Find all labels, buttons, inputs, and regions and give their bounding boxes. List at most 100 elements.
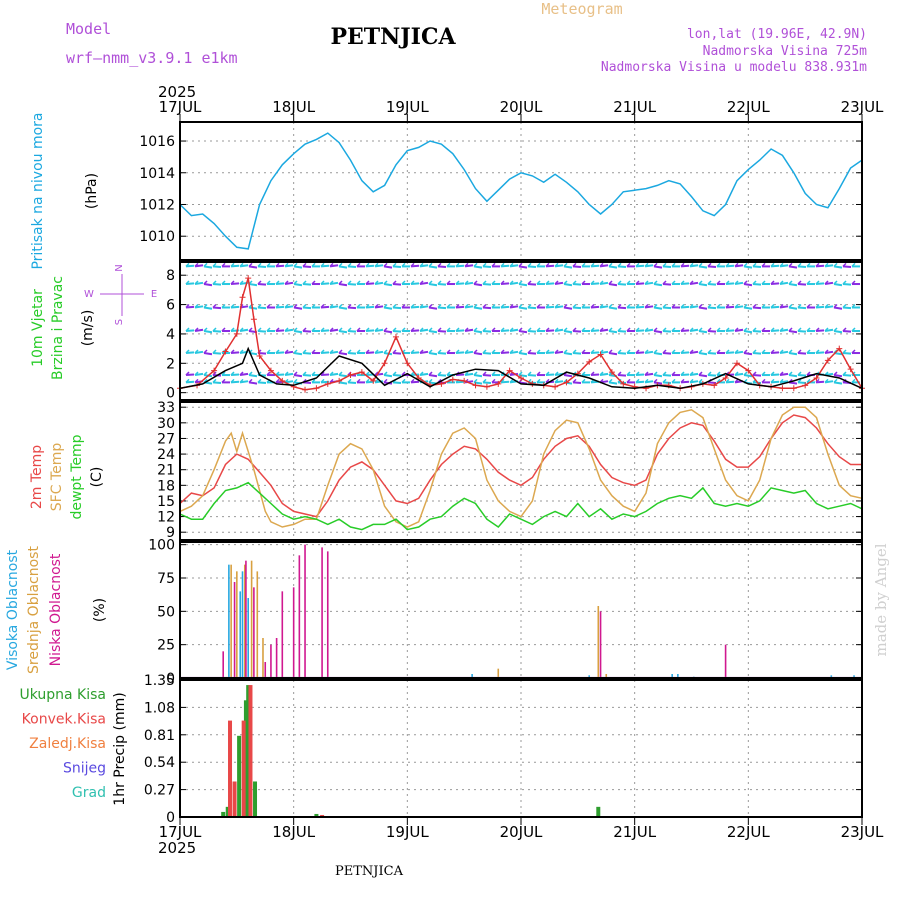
wind-arrow-head bbox=[698, 327, 703, 332]
wind-arrow bbox=[680, 373, 690, 377]
wind-arrow bbox=[608, 352, 618, 356]
wind-arrow bbox=[527, 374, 537, 377]
wind-arrow-head bbox=[374, 262, 379, 267]
wind-arrow bbox=[689, 281, 699, 286]
wind-arrow-head bbox=[527, 327, 532, 332]
wind-arrow-head bbox=[194, 262, 199, 267]
wind-speed-marker bbox=[313, 385, 320, 392]
wind-arrow bbox=[320, 282, 330, 286]
x-tick-label-top: 19JUL bbox=[386, 98, 429, 116]
wind-arrow bbox=[680, 329, 690, 332]
wind-arrow-head bbox=[581, 262, 586, 267]
wind-arrow-head bbox=[761, 378, 766, 383]
wind-arrow-head bbox=[446, 280, 451, 285]
wind-arrow-head bbox=[824, 371, 829, 376]
y-tick-label: 1012 bbox=[139, 197, 175, 213]
wind-arrow-head bbox=[500, 378, 505, 383]
wind-arrow-head bbox=[689, 303, 694, 309]
wind-arrow bbox=[347, 381, 357, 384]
precip-bar-precip_total bbox=[225, 806, 230, 817]
wind-arrow bbox=[347, 306, 357, 310]
wind-arrow-head bbox=[770, 349, 775, 354]
wind-arrow-head bbox=[491, 327, 496, 332]
wind-arrow-head bbox=[572, 378, 577, 383]
wind-arrow bbox=[680, 380, 690, 384]
wind-arrow bbox=[599, 328, 609, 332]
wind-arrow bbox=[203, 306, 213, 310]
wind-arrow bbox=[194, 281, 204, 286]
wind-arrow-head bbox=[788, 303, 793, 309]
wind-arrow bbox=[248, 381, 258, 385]
y-tick-label: 1.08 bbox=[144, 700, 175, 716]
wind-arrow bbox=[689, 350, 699, 355]
y-tick-label: 75 bbox=[157, 571, 175, 587]
wind-arrow bbox=[797, 330, 807, 333]
wind-arrow-head bbox=[770, 262, 775, 267]
wind-arrow-head bbox=[725, 280, 730, 285]
wind-arrow-head bbox=[482, 280, 487, 285]
wind-arrow bbox=[365, 380, 375, 384]
wind-speed-marker bbox=[358, 369, 365, 376]
wind-arrow-head bbox=[608, 262, 613, 267]
wind-arrow-head bbox=[347, 262, 352, 267]
wind-arrow-head bbox=[689, 327, 694, 332]
wind-arrow bbox=[437, 330, 447, 333]
wind-arrow-head bbox=[797, 262, 802, 267]
wind-arrow bbox=[635, 329, 645, 332]
wind-arrow-head bbox=[509, 262, 514, 267]
wind-arrow-head bbox=[410, 378, 415, 383]
compass-w: W bbox=[84, 289, 94, 300]
wind-arrow-head bbox=[527, 349, 532, 354]
wind-arrow bbox=[590, 282, 600, 286]
wind-arrow bbox=[608, 283, 618, 287]
wind-arrow bbox=[338, 330, 348, 334]
credit-label: made by Angel bbox=[872, 543, 890, 656]
wind-arrow bbox=[662, 330, 672, 333]
wind-arrow bbox=[545, 282, 555, 286]
wind-arrow bbox=[698, 374, 708, 378]
wind-arrow-head bbox=[527, 262, 532, 267]
wind-arrow bbox=[842, 352, 852, 355]
wind-arrow-head bbox=[536, 378, 541, 383]
y-tick-label: 25 bbox=[157, 638, 175, 654]
wind-arrow bbox=[320, 351, 330, 355]
wind-arrow bbox=[563, 330, 573, 334]
wind-arrow-head bbox=[617, 262, 622, 267]
wind-arrow bbox=[302, 374, 312, 377]
wind-arrow bbox=[230, 264, 240, 268]
wind-arrow-head bbox=[221, 303, 226, 309]
wind-arrow bbox=[644, 350, 654, 355]
wind-arrow-head bbox=[842, 262, 847, 267]
wind-speed-marker bbox=[495, 380, 502, 387]
product-title: Meteogram bbox=[541, 0, 622, 18]
wind-arrow bbox=[509, 264, 519, 268]
wind-arrow-head bbox=[320, 280, 325, 285]
wind-arrow bbox=[329, 372, 339, 377]
wind-arrow-head bbox=[635, 349, 640, 354]
wind-arrow-head bbox=[734, 280, 739, 285]
wind-arrow bbox=[608, 306, 618, 310]
wind-arrow-head bbox=[599, 303, 604, 309]
wind-arrow-head bbox=[212, 327, 217, 332]
wind-arrow-head bbox=[338, 327, 343, 332]
wind-speed-marker bbox=[608, 369, 615, 376]
wind-arrow-head bbox=[716, 262, 721, 267]
wind-arrow bbox=[833, 306, 843, 310]
wind-arrow bbox=[644, 281, 654, 286]
wind-arrow-head bbox=[671, 349, 676, 354]
wind-arrow-head bbox=[356, 378, 361, 383]
wind-arrow-head bbox=[392, 349, 397, 354]
wind-arrow-head bbox=[626, 371, 631, 376]
wind-arrow-head bbox=[545, 371, 550, 376]
wind-arrow bbox=[428, 374, 438, 378]
wind-arrow bbox=[437, 306, 447, 310]
wind-arrow-head bbox=[788, 262, 793, 267]
wind-arrow-head bbox=[419, 371, 424, 376]
wind-arrow-head bbox=[797, 349, 802, 354]
wind-arrow bbox=[500, 329, 510, 332]
wind-arrow-head bbox=[779, 371, 784, 376]
wind-arrow bbox=[527, 265, 537, 269]
wind-arrow bbox=[644, 380, 654, 384]
wind-arrow-head bbox=[662, 371, 667, 376]
wind-arrow bbox=[815, 305, 825, 309]
